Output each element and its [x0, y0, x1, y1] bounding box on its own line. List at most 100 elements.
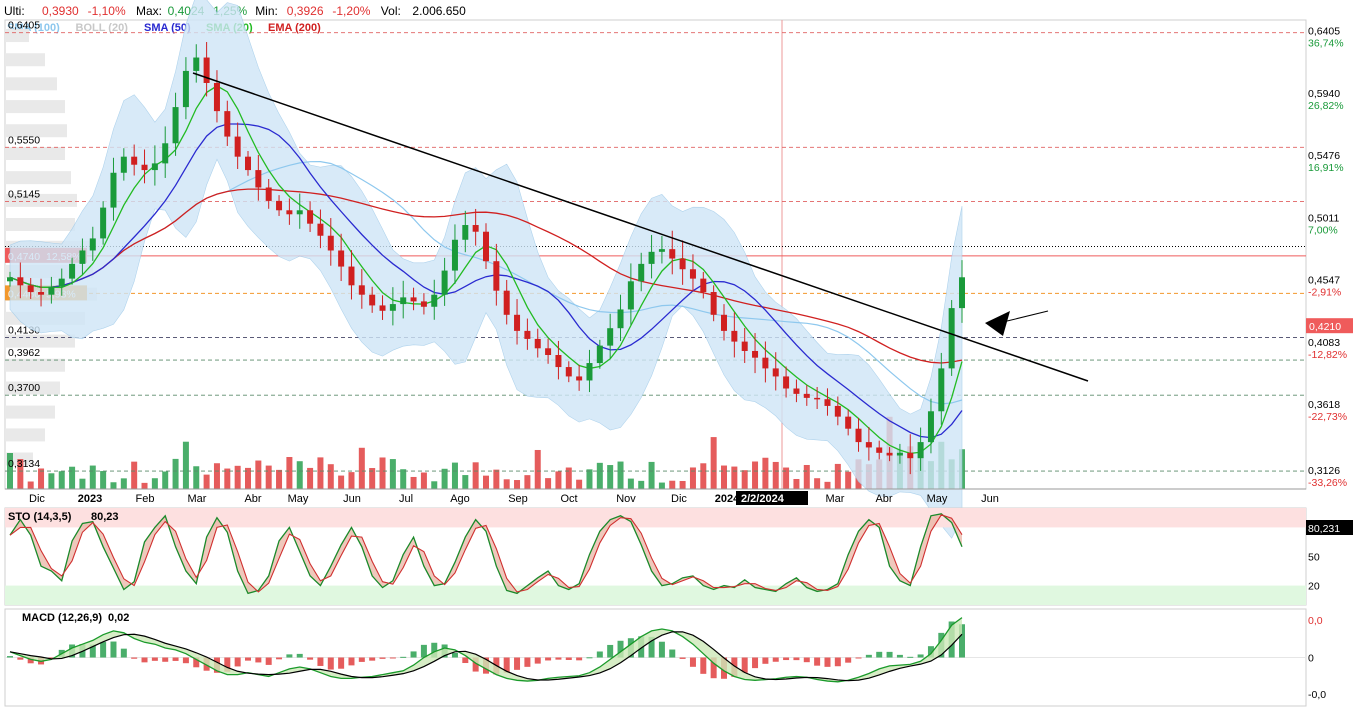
volume-bar	[700, 463, 707, 489]
level-label: 0,5550	[8, 134, 40, 146]
candle-body	[503, 290, 510, 315]
macd-hist-bar	[100, 641, 107, 658]
candle-body	[327, 235, 334, 251]
sto-title: STO (14,3,5)	[8, 511, 72, 523]
macd-hist-bar	[317, 657, 324, 666]
x-tick-label: Feb	[136, 493, 155, 505]
candle-body	[338, 250, 345, 267]
candle-body	[534, 338, 541, 349]
macd-hist-bar	[151, 657, 158, 661]
macd-hist-bar	[834, 657, 841, 667]
volume-bar	[286, 457, 293, 489]
candle-body	[265, 187, 272, 201]
candle-body	[245, 156, 251, 171]
trendline[interactable]	[192, 72, 1089, 382]
macd-hist-bar	[389, 657, 396, 659]
volume-bar	[731, 466, 738, 489]
macd-hist-bar	[689, 657, 696, 667]
volume-bar	[141, 482, 148, 489]
volume-bar	[358, 447, 365, 489]
macd-hist-bar	[234, 657, 241, 667]
right-axis-price: 0,5011	[1308, 213, 1339, 225]
volume-bar	[120, 478, 127, 489]
macd-hist-bar	[845, 657, 852, 663]
macd-hist-bar	[420, 644, 427, 658]
right-axis-price: 0,4083	[1308, 337, 1340, 349]
volume-bar	[462, 475, 469, 489]
level-label: 0,6405	[8, 20, 40, 32]
indicator-legend[interactable]: SMA (100)BOLL (20)SMA (50)SMA (20)EMA (2…	[7, 22, 321, 34]
volume-bar	[58, 471, 65, 489]
current-price-label: 0,4210	[1309, 321, 1341, 333]
candle-body	[100, 207, 107, 239]
macd-hist-bar	[451, 652, 458, 658]
volume-bar	[7, 453, 13, 489]
candle-body	[803, 393, 810, 398]
macd-hist-bar	[224, 657, 231, 672]
macd-hist-bar	[752, 657, 759, 669]
macd-hist-bar	[824, 657, 831, 667]
macd-value: 0,02	[108, 612, 129, 624]
x-tick-label: 2024	[715, 493, 740, 505]
candle-body	[938, 368, 945, 412]
volume-bar	[431, 481, 438, 489]
macd-hist-bar	[679, 657, 686, 659]
volume-bar	[245, 467, 251, 489]
candle-body	[89, 238, 96, 251]
legend-item[interactable]: SMA (50)	[144, 22, 191, 34]
candle-body	[731, 330, 738, 342]
stochastic-panel[interactable]: STO (14,3,5) 80,23 80,231 50 20	[4, 507, 1353, 606]
candle-body	[369, 294, 376, 306]
candle-body	[876, 447, 883, 453]
x-tick-label: Abr	[244, 493, 261, 505]
candle-body	[555, 355, 562, 368]
candle-body	[48, 286, 55, 295]
macd-title: MACD (12,26,9)	[22, 612, 102, 624]
price-panel[interactable]: 0,64050,55500,51450,41300,39620,37000,31…	[4, 0, 1353, 539]
header-value: 0,3930	[42, 4, 79, 18]
macd-hist-bar	[48, 657, 55, 659]
volume-bar	[596, 462, 603, 489]
candle-body	[234, 136, 241, 157]
macd-hist-bar	[296, 653, 303, 658]
right-axis-price: 0,5476	[1308, 150, 1340, 162]
volume-bar	[441, 468, 448, 489]
sma50-line	[9, 123, 963, 439]
candle-body	[627, 281, 634, 310]
macd-hist-bar	[534, 657, 541, 664]
candle-body	[276, 200, 283, 211]
volume-bar	[793, 478, 800, 489]
volume-bar	[451, 462, 458, 489]
legend-item[interactable]: BOLL (20)	[76, 22, 129, 34]
volume-profile-bar	[5, 218, 75, 232]
volume-profile-bar	[5, 77, 57, 91]
candle-body	[514, 314, 521, 331]
volume-bar	[762, 457, 769, 489]
right-axis-price: 0,4547	[1308, 275, 1340, 287]
macd-panel[interactable]: MACD (12,26,9) 0,02 0,0 0 -0,0	[4, 608, 1326, 707]
candle-body	[79, 250, 86, 264]
x-tick-label: Jun	[981, 493, 999, 505]
candle-body	[213, 82, 220, 112]
candle-body	[576, 376, 583, 381]
volume-bar	[348, 472, 355, 489]
macd-hist-bar	[886, 651, 893, 658]
candle-body	[27, 285, 34, 293]
macd-hist-bar	[255, 657, 262, 663]
volume-profile-bar	[5, 193, 77, 207]
macd-hist-bar	[876, 651, 883, 658]
macd-hist-bar	[131, 657, 138, 659]
macd-hist-bar	[607, 644, 614, 658]
volume-bar	[410, 476, 417, 489]
arrow-head	[985, 311, 1010, 336]
candle-body	[586, 363, 593, 381]
macd-hist-bar	[648, 636, 655, 658]
legend-item[interactable]: EMA (200)	[268, 22, 321, 34]
volume-bar	[493, 469, 500, 489]
volume-bar	[224, 468, 231, 489]
sto-right-value: 80,231	[1308, 523, 1340, 535]
volume-bar	[182, 441, 189, 489]
x-tick-label: Mar	[826, 493, 845, 505]
candle-body	[400, 297, 407, 305]
